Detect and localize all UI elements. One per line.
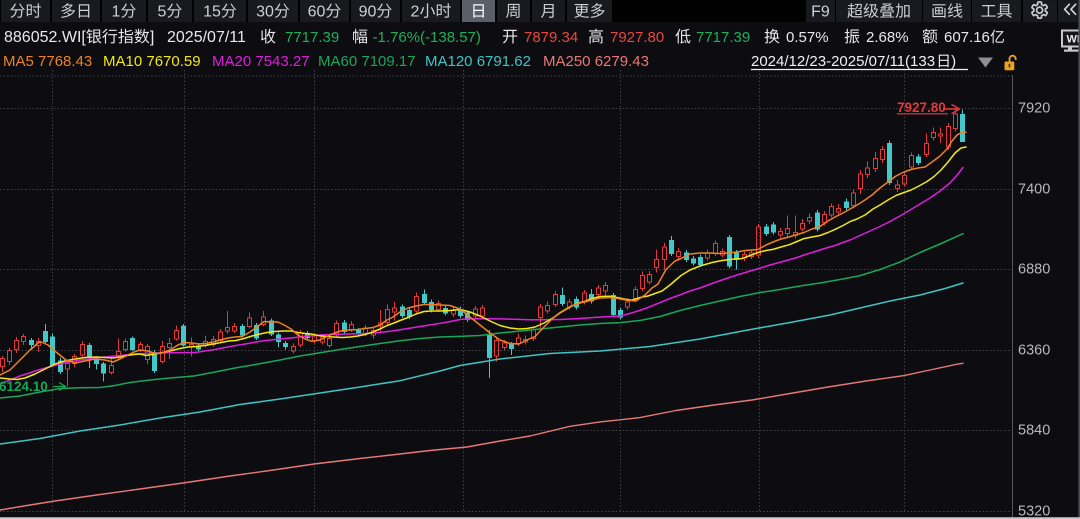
svg-text:6360: 6360 xyxy=(1018,342,1050,358)
svg-text:0.57%: 0.57% xyxy=(786,29,829,46)
svg-text:2024/12/23-2025/07/11(133: 2024/12/23-2025/07/11(133 xyxy=(751,53,935,70)
svg-text:MA60 7109.17: MA60 7109.17 xyxy=(318,53,416,70)
svg-text:5320: 5320 xyxy=(1018,503,1050,519)
svg-text:15: 15 xyxy=(203,4,221,21)
svg-text:60: 60 xyxy=(308,4,326,21)
svg-text:7927.80: 7927.80 xyxy=(610,29,664,46)
svg-text:90: 90 xyxy=(359,4,377,21)
svg-text:30: 30 xyxy=(256,4,274,21)
svg-text:5: 5 xyxy=(158,4,167,21)
svg-text:7920: 7920 xyxy=(1018,100,1050,116)
svg-text:1: 1 xyxy=(112,4,121,21)
svg-text:]: ] xyxy=(150,29,154,46)
svg-text:WP: WP xyxy=(1067,34,1080,46)
svg-text:-1.76%(-138.57): -1.76%(-138.57) xyxy=(373,29,481,46)
svg-text:7927.80: 7927.80 xyxy=(897,100,946,115)
svg-text:7400: 7400 xyxy=(1018,181,1050,197)
svg-text:MA250 6279.43: MA250 6279.43 xyxy=(543,53,649,70)
svg-text:2.68%: 2.68% xyxy=(866,29,909,46)
svg-text:MA5 7768.43: MA5 7768.43 xyxy=(3,53,92,70)
svg-text:MA120 6791.62: MA120 6791.62 xyxy=(425,53,531,70)
svg-text:7879.34: 7879.34 xyxy=(524,29,578,46)
svg-text:607.16: 607.16 xyxy=(944,29,990,46)
svg-text:): ) xyxy=(951,53,956,70)
svg-text:7717.39: 7717.39 xyxy=(285,29,339,46)
svg-text:MA20 7543.27: MA20 7543.27 xyxy=(212,53,310,70)
svg-text:MA10 7670.59: MA10 7670.59 xyxy=(103,53,201,70)
svg-text:886052.WI[: 886052.WI[ xyxy=(4,29,86,46)
svg-text:5840: 5840 xyxy=(1018,422,1050,438)
svg-text:2025/07/11: 2025/07/11 xyxy=(167,29,246,46)
svg-text:6880: 6880 xyxy=(1018,261,1050,277)
svg-text:7717.39: 7717.39 xyxy=(696,29,750,46)
svg-text:F9: F9 xyxy=(811,4,830,21)
svg-text:6124.10: 6124.10 xyxy=(0,379,48,394)
svg-text:2: 2 xyxy=(411,4,420,21)
